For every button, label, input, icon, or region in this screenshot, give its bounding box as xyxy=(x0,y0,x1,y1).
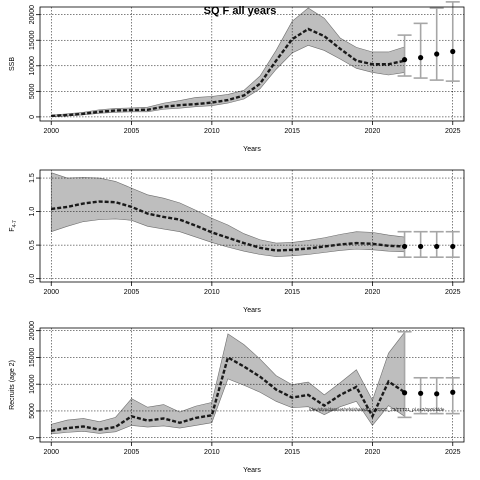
y-axis-title: Recruits (age 2) xyxy=(9,360,16,410)
forecast-point xyxy=(418,55,424,61)
median-line xyxy=(51,355,406,432)
forecast-point xyxy=(401,57,408,63)
x-tick-label: 2000 xyxy=(43,449,59,456)
plot-frame xyxy=(39,327,465,443)
y-tick-label: 5000 xyxy=(29,83,36,99)
y-tick-label: 0.0 xyxy=(29,274,36,284)
x-axis-title: Years xyxy=(243,307,261,314)
y-axis-title: F4-7 xyxy=(9,220,18,232)
forecast-point xyxy=(401,243,408,250)
recruits-panel: 2000 2005 2010 2015 2020 2025 0 5000 10000 15000 2… xyxy=(9,321,465,474)
y-tick-label: 15000 xyxy=(29,348,36,368)
y-axis-title: SSB xyxy=(9,57,16,71)
x-tick-label: 2010 xyxy=(204,128,220,135)
x-tick-label: 2020 xyxy=(365,449,381,456)
x-axis-title: Years xyxy=(243,146,261,153)
forecast-point xyxy=(418,390,424,396)
annotation-text: /dev/shm/dataset/refs/shared/2_WGCG_23/T… xyxy=(309,407,445,412)
forecast-point xyxy=(401,390,408,396)
y-tick-label: 10000 xyxy=(29,56,36,76)
y-tick-label: 0.5 xyxy=(29,240,36,250)
x-tick-label: 2000 xyxy=(43,128,59,135)
x-tick-label: 2015 xyxy=(284,289,300,296)
f-panel: 2000 2005 2010 2015 2020 2025 0.0 0.5 1.0 1.5 Year… xyxy=(9,169,465,314)
y-tick-label: 1.5 xyxy=(29,173,36,183)
x-axis-title: Years xyxy=(243,467,261,474)
median-line xyxy=(51,27,405,118)
x-tick-label: 2005 xyxy=(124,128,140,135)
y-tick-label: 10000 xyxy=(29,374,36,394)
x-tick-label: 2000 xyxy=(43,289,59,296)
forecast-point xyxy=(434,243,440,250)
y-tick-label: 15000 xyxy=(29,30,36,50)
forecast-point xyxy=(418,243,424,250)
chart-title: SQ F all years xyxy=(204,5,277,17)
forecast-point xyxy=(450,243,456,250)
y-tick-label: 0 xyxy=(29,436,36,440)
median-line xyxy=(51,200,405,252)
y-axis-title-subscript: 4-7 xyxy=(12,220,18,227)
x-tick-label: 2025 xyxy=(445,449,461,456)
x-tick-label: 2015 xyxy=(284,449,300,456)
x-tick-label: 2010 xyxy=(204,449,220,456)
x-tick-label: 2025 xyxy=(445,289,461,296)
forecast-point xyxy=(434,51,440,57)
x-tick-label: 2005 xyxy=(124,289,140,296)
y-tick-label: 5000 xyxy=(29,403,36,419)
x-tick-label: 2005 xyxy=(124,449,140,456)
forecast-point xyxy=(434,391,440,397)
y-tick-label: 20000 xyxy=(29,5,36,25)
forecast-point xyxy=(450,389,456,395)
y-axis-title-main: SSB xyxy=(9,57,16,71)
x-tick-label: 2025 xyxy=(445,128,461,135)
x-tick-label: 2010 xyxy=(204,289,220,296)
plot-frame xyxy=(39,169,465,283)
x-tick-label: 2015 xyxy=(284,128,300,135)
y-tick-label: 20000 xyxy=(29,321,36,341)
y-tick-label: 1.0 xyxy=(29,207,36,217)
y-axis-title-main: Recruits (age 2) xyxy=(9,360,16,410)
confidence-band xyxy=(50,331,405,435)
x-tick-label: 2020 xyxy=(365,289,381,296)
plot-frame xyxy=(39,6,465,122)
ssb-panel: 2000 2005 2010 2015 2020 2025 0 5000 10000 15000 2… xyxy=(9,1,465,153)
y-tick-label: 0 xyxy=(29,115,36,119)
forecast-point xyxy=(450,48,456,55)
y-axis-title-main: F xyxy=(9,227,16,231)
x-tick-label: 2020 xyxy=(365,128,381,135)
